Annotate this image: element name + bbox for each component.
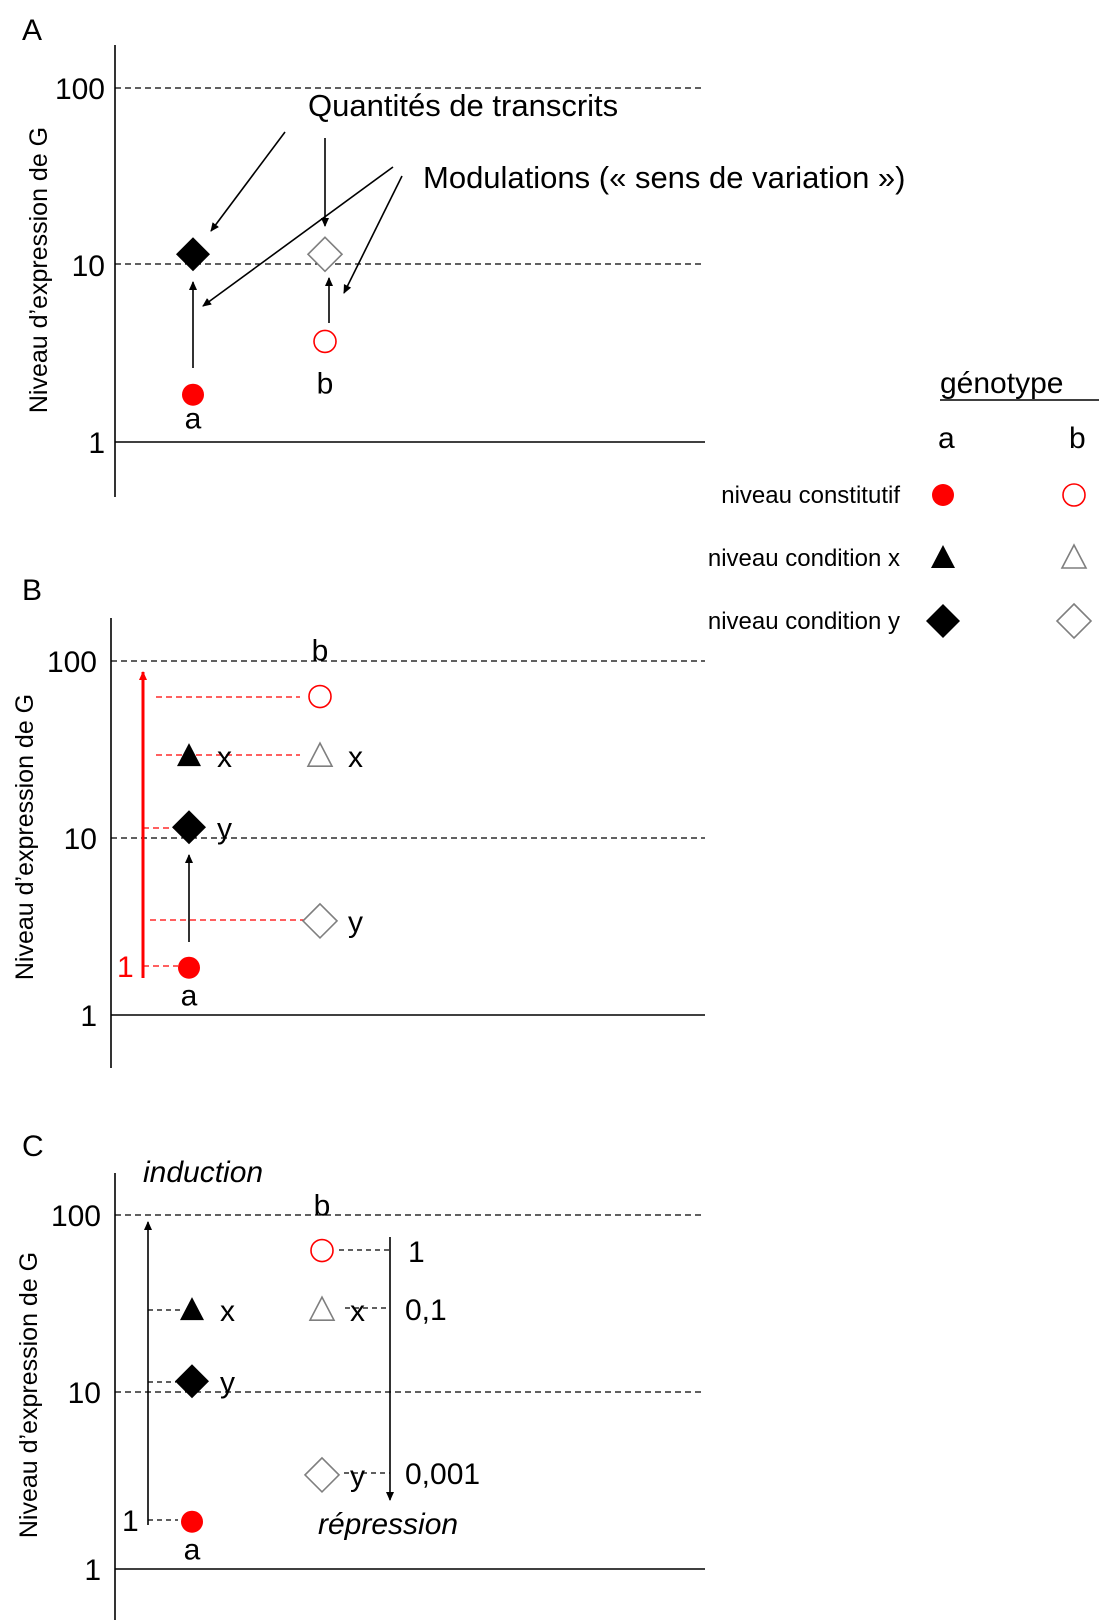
- panel-c-point-a-constitutif: [181, 1510, 203, 1533]
- panel-c-point-a-condition-y-label: y: [220, 1366, 235, 1399]
- panel-c-y-label: Niveau d’expression de G: [15, 1252, 43, 1538]
- panel-c-point-b-condition-x: [308, 1295, 336, 1321]
- legend-col-b: b: [1069, 422, 1086, 455]
- panel-c: 1 10 100 Niveau d’expression de G inductio…: [15, 1156, 705, 1620]
- panel-c-tick-1: 1: [84, 1554, 101, 1587]
- panel-a-point-b-constitutif: [313, 329, 337, 354]
- panel-a-point-a-condition-y: [176, 237, 210, 272]
- panel-a-arrow-mod-2: [343, 175, 403, 294]
- panel-b-tick-10: 10: [64, 823, 97, 856]
- panel-b-tick-1: 1: [80, 1000, 97, 1033]
- panel-b-point-a-condition-y: [172, 810, 206, 845]
- legend-row-3-label: niveau condition y: [708, 608, 900, 635]
- panel-b-point-b-condition-x: [306, 741, 334, 767]
- panel-c-point-b-constitutif: [310, 1238, 334, 1263]
- panel-a-y-label: Niveau d’expression de G: [25, 127, 53, 413]
- panel-a-tick-1: 1: [88, 427, 105, 460]
- panel-c-ratio-thousandth: 0,001: [405, 1458, 480, 1491]
- panel-a-arrow-quant-1: [210, 131, 286, 232]
- panel-b-point-a-constitutif: [178, 956, 200, 979]
- legend-row-2-marker-a: [931, 545, 955, 568]
- panel-b-point-b-constitutif-label: b: [312, 635, 329, 668]
- panel-b-letter: B: [22, 574, 42, 607]
- panel-c-repression-label: répression: [318, 1508, 458, 1541]
- panel-b-point-a-condition-x-label: x: [217, 741, 232, 774]
- panel-c-ratio-one: 1: [408, 1236, 425, 1269]
- panel-c-point-b-condition-x-label: x: [350, 1295, 365, 1328]
- panel-b-point-b-condition-y-label: y: [348, 906, 363, 939]
- panel-c-point-b-constitutif-label: b: [314, 1190, 331, 1223]
- legend-row-2-marker-b: [1060, 543, 1088, 569]
- panel-b-y-label: Niveau d’expression de G: [11, 694, 39, 980]
- panel-b-point-a-condition-y-label: y: [217, 812, 232, 845]
- panel-c-point-a-constitutif-label: a: [184, 1534, 201, 1567]
- panel-c-ratio-tenth: 0,1: [405, 1294, 447, 1327]
- panel-a-modulations-label: Modulations (« sens de variation »): [423, 160, 905, 195]
- panel-c-ratio-one-left: 1: [122, 1505, 139, 1538]
- legend-col-a: a: [938, 422, 955, 455]
- panel-c-point-b-condition-y: [303, 1456, 341, 1494]
- panel-b-point-b-condition-y: [301, 902, 339, 940]
- legend: génotype a b niveau constitutif niveau co…: [708, 367, 1099, 640]
- legend-row-1-marker-a: [932, 484, 954, 506]
- panel-a-point-b-condition-y: [306, 236, 344, 273]
- panel-a-point-a-constitutif-label: a: [185, 403, 202, 436]
- panel-c-point-a-condition-x: [180, 1297, 204, 1321]
- panel-c-induction-label: induction: [143, 1156, 263, 1189]
- panel-a-point-b-constitutif-label: b: [317, 367, 334, 400]
- panel-c-point-a-condition-x-label: x: [220, 1295, 235, 1328]
- panel-b-point-a-constitutif-label: a: [181, 980, 198, 1013]
- panel-c-tick-10: 10: [68, 1377, 101, 1410]
- panel-c-tick-100: 100: [51, 1200, 101, 1233]
- panel-b-tick-100: 100: [47, 646, 97, 679]
- legend-row-1-marker-b: [1062, 483, 1086, 507]
- panel-a-point-a-constitutif: [182, 383, 204, 406]
- legend-row-2-label: niveau condition x: [708, 545, 900, 572]
- panel-a-letter: A: [22, 14, 42, 47]
- legend-title: génotype: [940, 367, 1063, 400]
- panel-b-point-a-condition-x: [177, 743, 201, 767]
- panel-c-point-b-condition-y-label: y: [350, 1460, 365, 1493]
- panel-a: 1 10 100 Niveau d’expression de G a b Quant…: [25, 45, 905, 497]
- panel-c-point-a-condition-y: [175, 1364, 209, 1399]
- legend-row-3-marker-a: [926, 604, 960, 638]
- panel-a-tick-10: 10: [72, 250, 105, 283]
- panel-a-tick-100: 100: [55, 73, 105, 106]
- panel-c-letter: C: [22, 1130, 44, 1163]
- panel-b-point-b-condition-x-label: x: [348, 741, 363, 774]
- panel-b-point-b-constitutif: [308, 684, 332, 709]
- panel-a-quantites-label: Quantités de transcrits: [308, 88, 618, 123]
- legend-row-3-marker-b: [1055, 602, 1093, 640]
- panel-b-ratio-one: 1: [117, 951, 134, 984]
- panel-b: 1 10 100 Niveau d’expression de G 1 a x y b x y: [11, 618, 705, 1068]
- legend-row-1-label: niveau constitutif: [721, 482, 900, 509]
- panel-a-arrow-mod-1: [202, 166, 394, 307]
